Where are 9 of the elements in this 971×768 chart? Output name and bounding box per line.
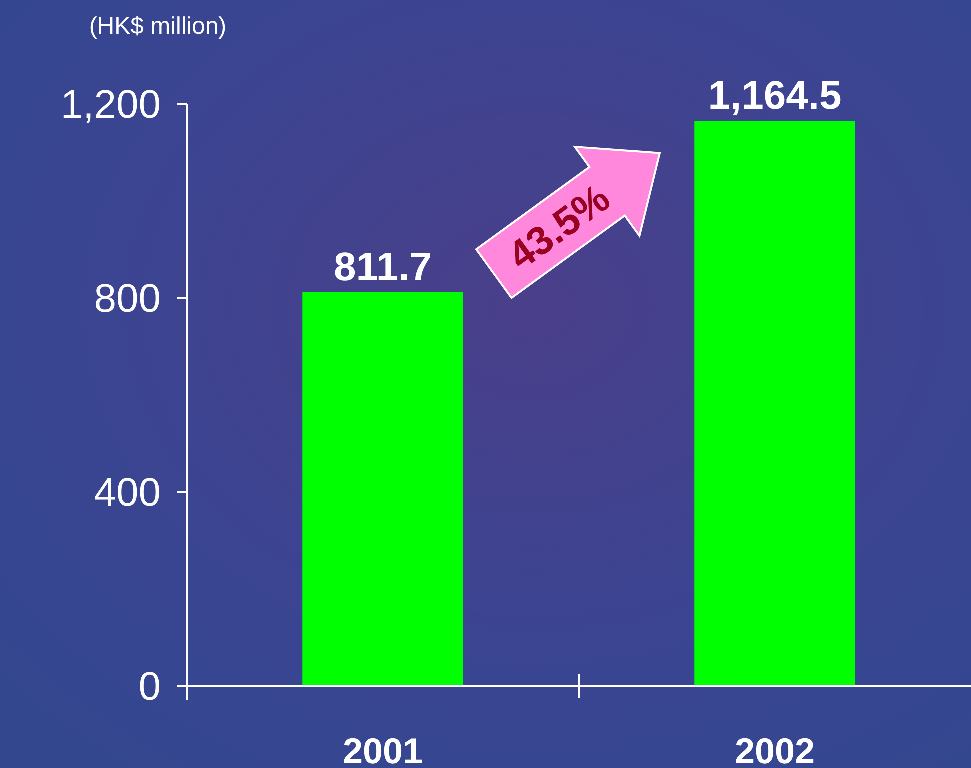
y-tick-label: 800 [94, 277, 161, 321]
y-tick-label: 400 [94, 471, 161, 515]
y-axis-title: (HK$ million) [89, 13, 227, 40]
data-label: 1,164.5 [708, 74, 842, 118]
y-tick-label: 0 [138, 665, 161, 709]
x-tick-label: 2001 [342, 730, 424, 768]
data-label: 811.7 [334, 245, 432, 290]
y-tick-label: 1,200 [60, 83, 161, 127]
x-tick-label: 2002 [734, 730, 816, 768]
